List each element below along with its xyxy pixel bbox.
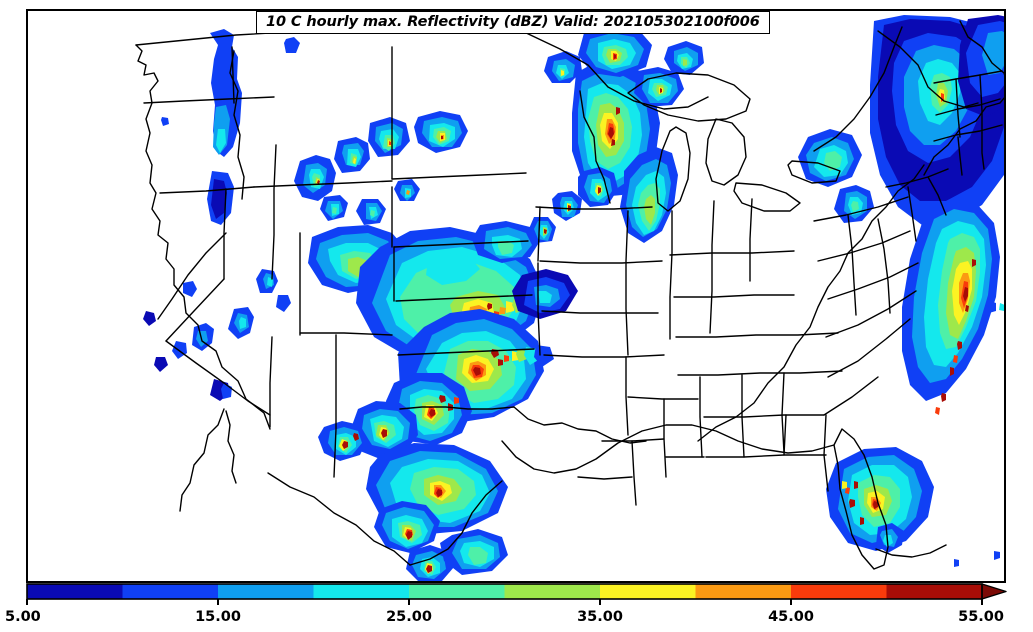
- map-title-text: 10 C hourly max. Reflectivity (dBZ) Vali…: [266, 14, 760, 30]
- colorbar-tick-labels: 5.00 15.00 25.00 35.00 45.00 55.00: [5, 609, 1004, 625]
- colorbar-band: [886, 584, 983, 599]
- colorbar-band: [695, 584, 792, 599]
- colorbar-svg: 5.00 15.00 25.00 35.00 45.00 55.00: [5, 583, 1007, 625]
- colorbar-band: [409, 584, 505, 599]
- colorbar: 5.00 15.00 25.00 35.00 45.00 55.00: [0, 583, 1033, 632]
- colorbar-bands: [27, 584, 983, 599]
- reflectivity-map: [135, 15, 1004, 581]
- colorbar-band: [600, 584, 696, 599]
- colorbar-tick-label: 25.00: [386, 609, 432, 625]
- colorbar-band: [218, 584, 314, 599]
- map-title-box: 10 C hourly max. Reflectivity (dBZ) Vali…: [256, 11, 770, 34]
- colorbar-outline: [26, 583, 983, 600]
- colorbar-tick-label: 55.00: [958, 609, 1004, 625]
- colorbar-band: [504, 584, 601, 599]
- map-panel: [26, 9, 1006, 583]
- colorbar-tick-label: 45.00: [768, 609, 814, 625]
- colorbar-band: [791, 584, 887, 599]
- colorbar-band: [27, 584, 123, 599]
- colorbar-tick-label: 35.00: [577, 609, 623, 625]
- colorbar-ticks: [26, 599, 983, 605]
- colorbar-max-arrow: [981, 583, 1007, 600]
- colorbar-over-arrow: [981, 583, 1007, 600]
- geography-layer: [135, 20, 1004, 570]
- colorbar-tick-label: 15.00: [195, 609, 241, 625]
- colorbar-tick-label: 5.00: [5, 609, 41, 625]
- colorbar-band: [122, 584, 219, 599]
- reflectivity-echo-layer: [143, 15, 1004, 581]
- colorbar-band: [313, 584, 410, 599]
